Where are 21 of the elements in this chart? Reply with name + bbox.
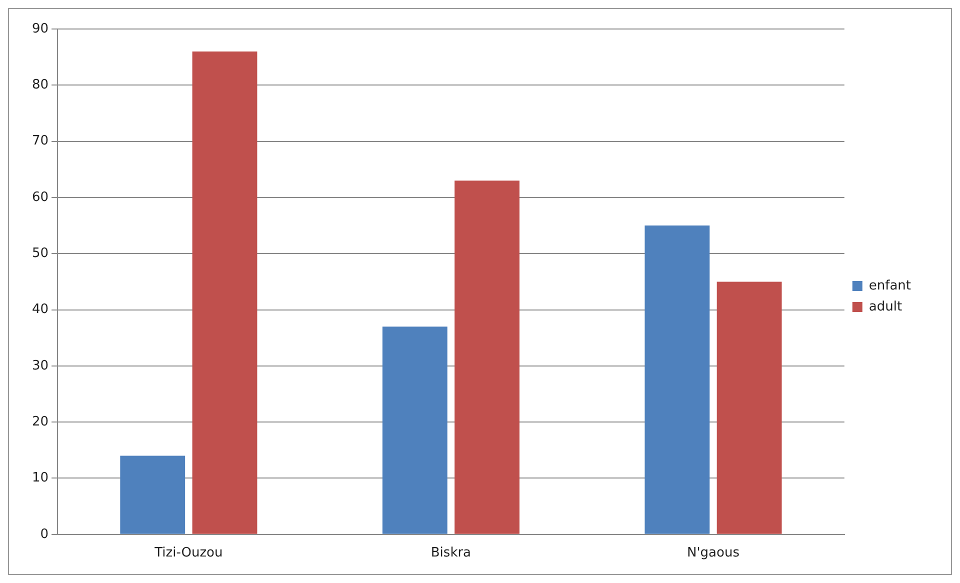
y-tick-label: 80 <box>32 78 49 93</box>
y-tick-label: 30 <box>32 358 49 374</box>
bar <box>382 326 448 534</box>
bar <box>192 51 258 534</box>
y-tick-label: 0 <box>40 526 49 542</box>
bar <box>120 456 186 534</box>
legend-label: adult <box>868 299 902 314</box>
y-tick-label: 60 <box>32 190 49 205</box>
y-tick-label: 20 <box>32 414 49 430</box>
y-tick-label: 90 <box>32 21 49 36</box>
x-tick-label: N'gaous <box>687 546 740 561</box>
bar <box>644 226 710 534</box>
x-tick-label: Biskra <box>430 546 472 561</box>
y-tick-label: 40 <box>32 302 49 318</box>
bar <box>454 180 520 534</box>
bar <box>716 282 782 534</box>
legend-label: enfant <box>868 278 912 294</box>
y-tick-label: 50 <box>32 246 49 261</box>
y-tick-label: 10 <box>32 470 49 486</box>
y-tick-label: 70 <box>32 134 49 149</box>
x-tick-label: Tizi-Ouzou <box>154 546 223 561</box>
